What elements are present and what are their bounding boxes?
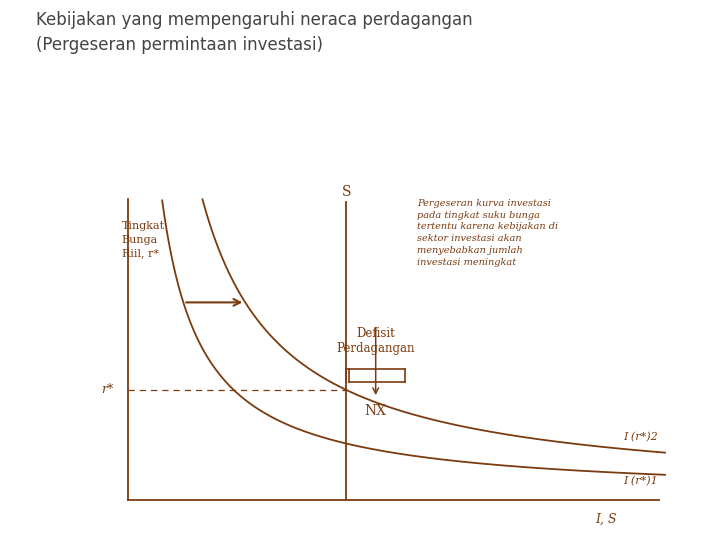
Text: I (r*)2: I (r*)2 [624,432,658,442]
Text: Pergeseran kurva investasi
pada tingkat suku bunga
tertentu karena kebijakan di
: Pergeseran kurva investasi pada tingkat … [417,199,558,267]
Text: Defisit
Perdagangan: Defisit Perdagangan [336,327,415,355]
Text: r*: r* [101,383,113,396]
Text: Kebijakan yang mempengaruhi neraca perdagangan
(Pergeseran permintaan investasi): Kebijakan yang mempengaruhi neraca perda… [36,11,472,54]
Text: S: S [341,185,351,199]
Text: Tingkat
Bunga
Riil, r*: Tingkat Bunga Riil, r* [122,221,165,258]
Text: NX: NX [365,404,387,418]
Text: I, S: I, S [595,513,617,526]
Text: I (r*)1: I (r*)1 [624,476,658,487]
